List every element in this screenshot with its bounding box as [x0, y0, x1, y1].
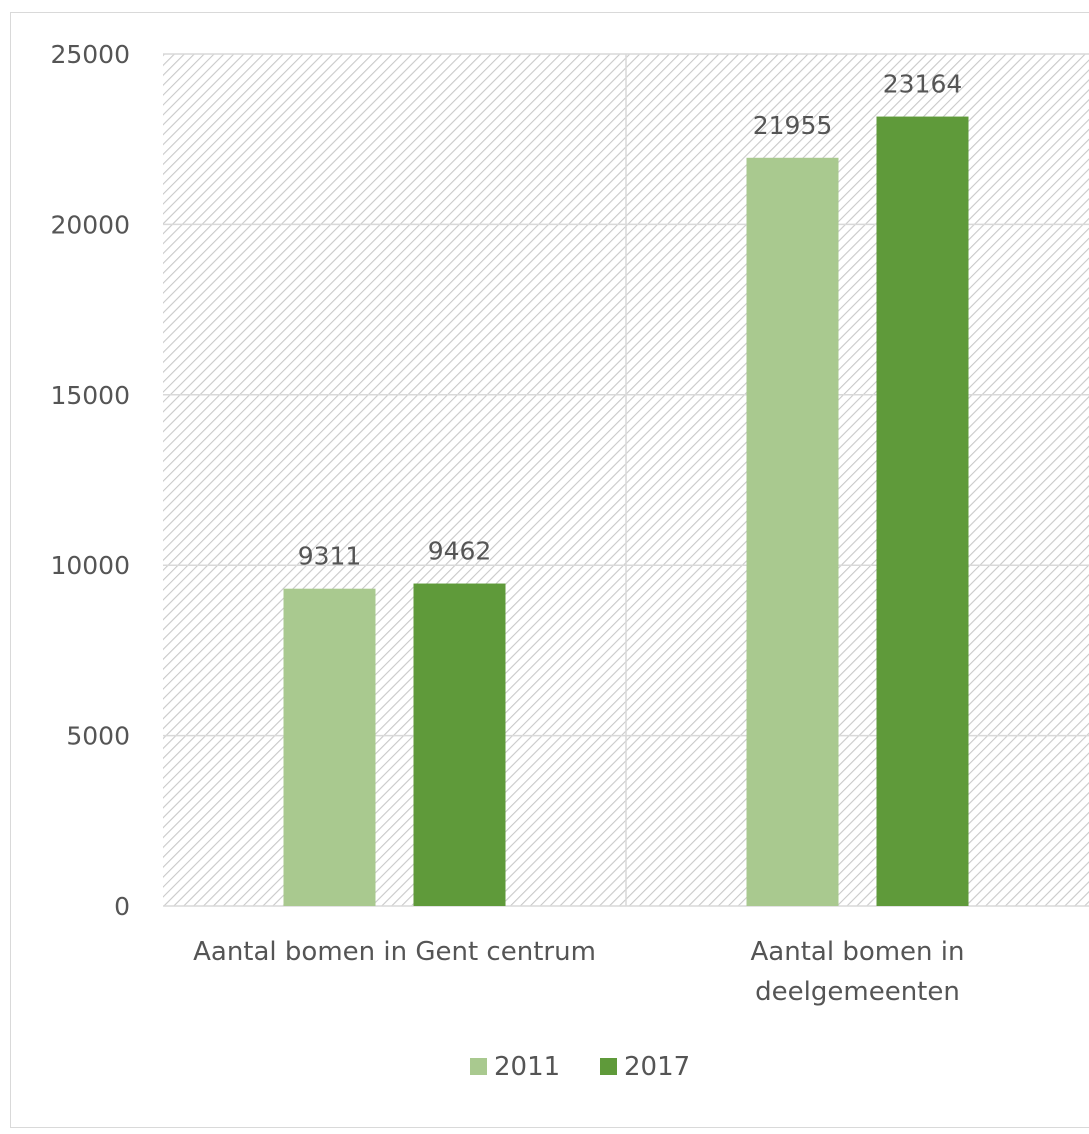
data-label: 21955	[753, 111, 833, 140]
bar	[413, 583, 506, 906]
legend-swatch	[470, 1058, 487, 1075]
plot-area	[163, 54, 1089, 906]
x-category-label: Aantal bomen in Gent centrum	[193, 937, 596, 967]
y-axis: 0 5000 10000 15000 20000 25000	[50, 40, 130, 921]
legend-swatch	[600, 1058, 617, 1075]
data-label: 23164	[883, 70, 963, 99]
y-tick-label: 15000	[50, 381, 130, 410]
gridlines	[163, 53, 1089, 907]
y-tick-label: 5000	[66, 722, 130, 751]
x-category-label: Aantal bomen in	[751, 937, 965, 967]
bar	[283, 588, 376, 906]
bars	[283, 116, 969, 907]
legend: 2011 2017	[470, 1052, 690, 1082]
x-category-label: deelgemeenten	[755, 977, 960, 1007]
y-tick-label: 25000	[50, 40, 130, 69]
legend-label: 2011	[494, 1052, 560, 1082]
y-tick-label: 10000	[50, 551, 130, 580]
legend-label: 2017	[624, 1052, 690, 1082]
y-tick-label: 20000	[50, 210, 130, 239]
bar	[746, 157, 839, 906]
data-label: 9462	[428, 537, 492, 566]
y-tick-label: 0	[114, 892, 130, 921]
bar	[876, 116, 969, 907]
data-labels: 9311 9462 21955 23164	[298, 70, 963, 571]
data-label: 9311	[298, 542, 362, 571]
x-axis: Aantal bomen in Gent centrum Aantal bomen…	[193, 937, 964, 1007]
